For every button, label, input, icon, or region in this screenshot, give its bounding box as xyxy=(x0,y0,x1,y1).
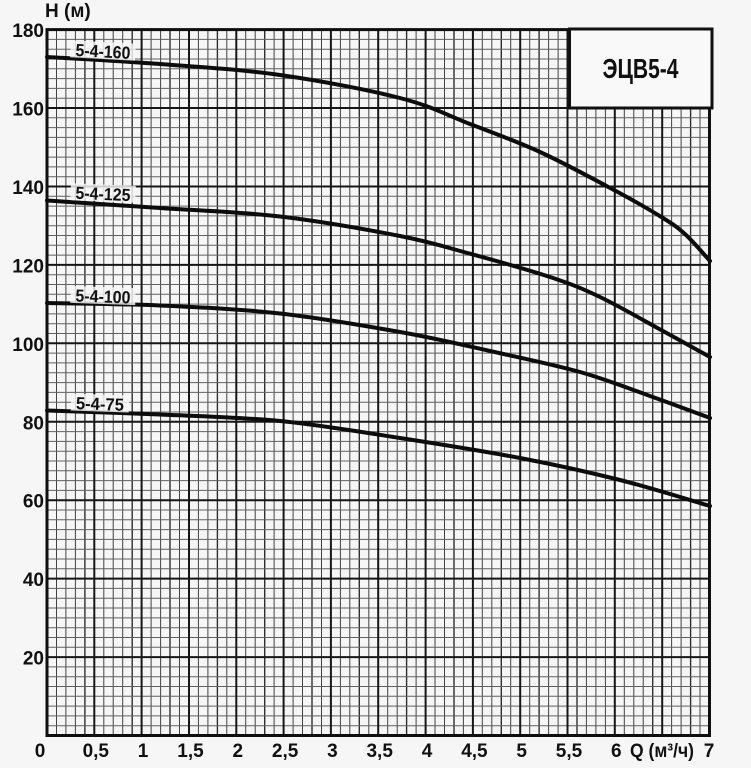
svg-text:0: 0 xyxy=(35,741,46,762)
svg-text:5: 5 xyxy=(516,741,527,762)
svg-text:7: 7 xyxy=(704,741,715,762)
svg-text:1: 1 xyxy=(138,741,149,762)
svg-text:160: 160 xyxy=(12,100,44,121)
svg-text:2: 2 xyxy=(233,741,244,762)
svg-text:80: 80 xyxy=(23,413,44,434)
svg-text:140: 140 xyxy=(12,178,44,199)
svg-text:5,5: 5,5 xyxy=(556,741,583,762)
svg-text:5-4-75: 5-4-75 xyxy=(76,393,125,415)
svg-text:100: 100 xyxy=(12,335,44,356)
svg-text:2,5: 2,5 xyxy=(272,741,299,762)
svg-text:3,5: 3,5 xyxy=(366,741,393,762)
svg-text:4: 4 xyxy=(422,741,433,762)
svg-text:180: 180 xyxy=(12,21,44,42)
svg-text:20: 20 xyxy=(23,649,44,670)
svg-text:0,5: 0,5 xyxy=(83,741,110,762)
svg-text:Q (м³/ч): Q (м³/ч) xyxy=(630,741,694,762)
svg-text:60: 60 xyxy=(23,492,44,513)
svg-text:1,5: 1,5 xyxy=(177,741,204,762)
svg-text:3: 3 xyxy=(327,741,338,762)
svg-text:H (м): H (м) xyxy=(45,1,91,22)
svg-text:5-4-160: 5-4-160 xyxy=(75,40,131,63)
svg-text:5-4-100: 5-4-100 xyxy=(75,286,131,308)
svg-text:4,5: 4,5 xyxy=(461,741,488,762)
svg-text:6: 6 xyxy=(611,741,622,762)
svg-text:5-4-125: 5-4-125 xyxy=(75,183,131,205)
svg-text:120: 120 xyxy=(12,256,44,277)
svg-text:40: 40 xyxy=(23,570,44,591)
svg-text:ЭЦВ5-4: ЭЦВ5-4 xyxy=(603,53,679,84)
